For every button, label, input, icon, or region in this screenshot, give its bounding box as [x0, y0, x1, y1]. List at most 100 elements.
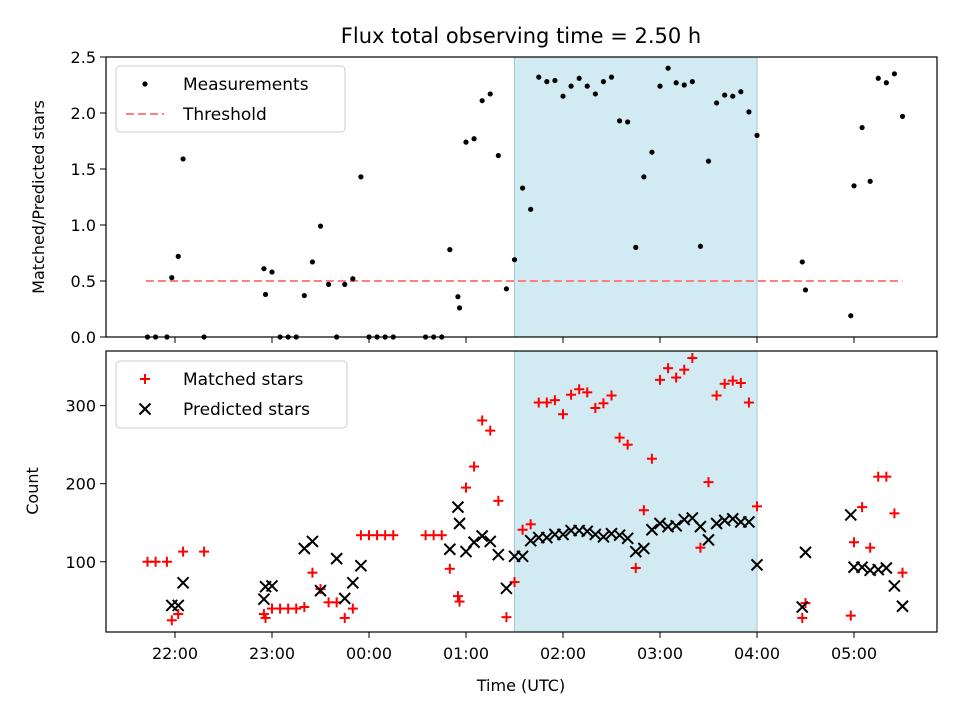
matched-star-point [307, 567, 318, 578]
matched-star-point [703, 477, 714, 488]
measurement-point [689, 79, 695, 85]
top-y-axis-label: Matched/Predicted stars [29, 100, 48, 294]
measurement-point [584, 83, 590, 89]
matched-star-point [485, 425, 496, 436]
matched-star-point [454, 596, 465, 607]
bottom-panel-frame [105, 350, 938, 633]
y-tick-label: 200 [65, 475, 96, 494]
x-tick-label: 23:00 [249, 644, 295, 663]
measurement-point [350, 276, 356, 282]
measurement-point [301, 292, 307, 299]
y-tick-label: 0.5 [71, 272, 96, 291]
predicted-star-point [844, 508, 857, 522]
predicted-star-point [880, 561, 893, 575]
measurement-point [875, 75, 881, 81]
measurement-point [616, 118, 623, 124]
legend-box [115, 360, 348, 429]
predicted-star-point [451, 500, 465, 514]
matched-star-point [622, 439, 633, 450]
matched-star-point [638, 505, 649, 516]
matched-star-point [679, 364, 690, 375]
predicted-star-point [694, 520, 707, 533]
observing-window-shade [514, 350, 758, 633]
predicted-star-point [346, 576, 360, 590]
predicted-star-point [621, 532, 634, 545]
legend-matched-swatch [140, 374, 150, 384]
matched-star-point [260, 612, 271, 623]
matched-star-point [178, 546, 189, 557]
measurement-point [358, 174, 364, 180]
matched-star-point [735, 378, 746, 389]
matched-star-point [711, 390, 722, 401]
measurement-point [649, 149, 655, 155]
measurement-point [633, 244, 639, 250]
measurement-point [673, 80, 679, 86]
matched-star-point [509, 577, 520, 588]
predicted-star-point [172, 599, 185, 612]
measurement-point [544, 79, 550, 85]
matched-star-point [501, 612, 512, 623]
legend-label: Threshold [182, 105, 267, 125]
predicted-star-point [330, 552, 343, 565]
measurement-point [175, 253, 181, 259]
measurement-point [487, 91, 493, 97]
x-axis-label: Time (UTC) [476, 676, 565, 695]
matched-star-point [150, 556, 161, 567]
measurement-point [479, 98, 485, 104]
predicted-star-point [629, 545, 642, 558]
predicted-star-point [176, 576, 190, 590]
predicted-star-point [306, 535, 319, 548]
matched-star-point [173, 609, 184, 620]
x-tick-label: 05:00 [831, 644, 877, 663]
x-tick-label: 01:00 [443, 644, 489, 663]
matched-star-point [558, 409, 568, 420]
predicted-star-point [516, 550, 529, 563]
measurement-point [681, 82, 687, 88]
measurement-point [802, 287, 809, 293]
predicted-star-point [896, 600, 909, 613]
measurement-point [738, 89, 744, 95]
measurement-point [799, 259, 805, 265]
predicted-star-point [257, 593, 271, 606]
predicted-star-point [669, 519, 683, 533]
predicted-star-point [492, 548, 505, 561]
measurement-point [641, 174, 647, 180]
measurement-point [342, 281, 348, 287]
matched-star-point [436, 530, 447, 541]
x-tick-label: 00:00 [346, 644, 392, 663]
measurement-point [600, 79, 607, 85]
matched-star-point [199, 546, 210, 557]
predicted-star-point [796, 600, 809, 614]
top-panel: 0.0 0.5 1.0 1.5 2.0 2.5 Matched/Predicted sta… [29, 48, 938, 347]
measurement-point [592, 91, 598, 97]
predicted-star-point [556, 528, 570, 541]
matched-star-point [477, 415, 488, 426]
measurement-point [560, 93, 566, 99]
predicted-star-point [581, 525, 594, 538]
x-tick-label: 22:00 [152, 644, 198, 663]
matched-star-point [849, 537, 859, 548]
matched-star-point [797, 612, 808, 623]
measurement-point [180, 156, 186, 162]
predicted-star-point [467, 536, 481, 549]
measurement-point [495, 152, 501, 159]
predicted-star-point [597, 530, 610, 543]
matched-star-point [719, 378, 730, 389]
matched-star-point [339, 612, 350, 623]
matched-star-point [549, 395, 560, 406]
measurement-point [471, 136, 477, 142]
measurement-point [754, 132, 760, 138]
measurement-point [859, 124, 865, 131]
measurement-point [705, 158, 712, 164]
predicted-star-point [750, 558, 764, 572]
matched-star-point [469, 461, 480, 472]
measurement-point [730, 93, 736, 99]
matched-star-point [646, 453, 657, 464]
matched-star-point [582, 387, 593, 398]
matched-star-point [388, 530, 399, 541]
measurement-point [608, 74, 615, 80]
matched-star-point [444, 563, 455, 574]
top-panel-frame [105, 56, 938, 338]
matched-star-point [752, 501, 762, 512]
predicted-star-point [710, 517, 723, 530]
